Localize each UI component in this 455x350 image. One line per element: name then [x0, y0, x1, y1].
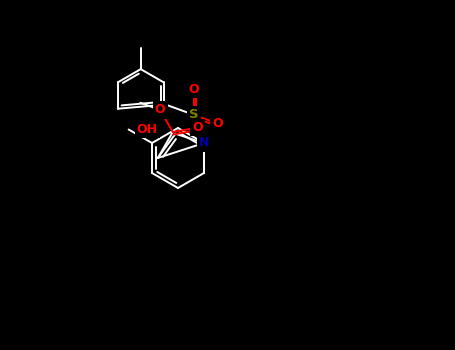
Text: O: O	[192, 121, 203, 134]
Text: O: O	[188, 83, 199, 96]
Text: N: N	[199, 136, 209, 149]
Text: O: O	[212, 117, 223, 130]
Text: OH: OH	[136, 123, 157, 136]
Text: S: S	[189, 108, 198, 121]
Text: O: O	[155, 104, 165, 117]
